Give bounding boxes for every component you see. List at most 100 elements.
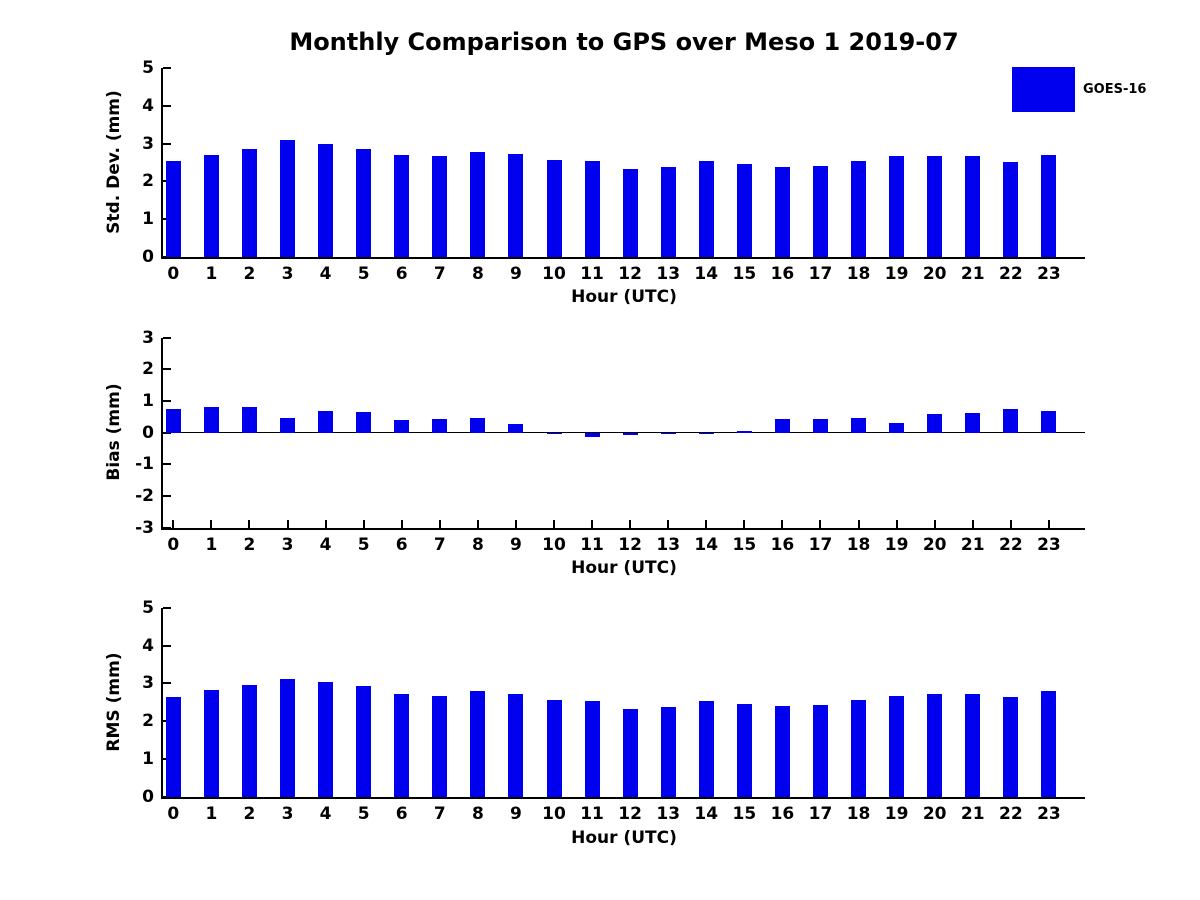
bar-rms-h11 — [584, 701, 600, 797]
bar-bias-h15 — [736, 431, 752, 433]
y-tick-label: 5 — [142, 597, 154, 618]
bar-bias-h10 — [546, 432, 562, 434]
y-tick-label: 1 — [142, 749, 154, 770]
x-tick-label: 2 — [243, 534, 256, 555]
bar-rms-h13 — [660, 707, 676, 797]
x-tick-mark — [591, 519, 594, 528]
x-tick-label: 7 — [433, 534, 446, 555]
y-tick-mark — [163, 606, 171, 609]
bar-bias-h22 — [1003, 409, 1019, 433]
y-tick-label: 0 — [142, 422, 154, 443]
bar-rms-h4 — [318, 681, 334, 797]
bar-bias-h19 — [889, 422, 905, 433]
y-tick-mark — [163, 256, 171, 258]
bar-bias-h14 — [698, 432, 714, 434]
bar-rms-h9 — [508, 693, 524, 797]
x-tick-label: 18 — [846, 264, 871, 284]
x-tick-label: 0 — [167, 804, 180, 824]
bar-bias-h13 — [660, 432, 676, 434]
bar-std_dev-h19 — [889, 156, 905, 257]
x-tick-mark — [553, 519, 555, 528]
bar-bias-h8 — [470, 417, 486, 433]
bar-std_dev-h9 — [508, 153, 524, 257]
y-tick-label: -1 — [135, 454, 154, 475]
y-axis-line — [161, 337, 163, 530]
bar-rms-h15 — [736, 703, 752, 797]
x-tick-mark — [933, 519, 936, 528]
x-tick-label: 15 — [732, 804, 757, 824]
x-tick-label: 18 — [846, 804, 871, 824]
x-tick-label: 0 — [167, 534, 180, 555]
x-tick-label: 18 — [846, 534, 871, 555]
x-tick-mark — [781, 519, 784, 528]
bar-std_dev-h18 — [851, 161, 867, 257]
bar-std_dev-h0 — [165, 160, 181, 257]
bar-std_dev-h13 — [660, 167, 676, 257]
x-tick-label: 4 — [319, 804, 332, 824]
bar-rms-h14 — [698, 700, 714, 797]
y-tick-mark — [163, 336, 171, 339]
x-axis-label-rms: Hour (UTC) — [571, 828, 677, 848]
x-tick-label: 20 — [922, 804, 947, 824]
x-tick-label: 12 — [618, 804, 642, 824]
x-tick-mark — [743, 519, 746, 528]
x-tick-label: 14 — [694, 534, 719, 555]
bar-std_dev-h8 — [470, 151, 486, 257]
y-tick-label: 0 — [142, 247, 154, 267]
y-tick-mark — [163, 463, 171, 466]
y-axis-line — [161, 68, 163, 259]
bar-std_dev-h2 — [241, 148, 257, 257]
y-tick-label: 2 — [142, 359, 154, 380]
x-tick-label: 16 — [770, 534, 795, 555]
x-tick-label: 15 — [732, 264, 757, 284]
x-tick-mark — [400, 519, 403, 528]
x-tick-label: 14 — [694, 804, 719, 824]
x-tick-label: 22 — [998, 804, 1023, 824]
bar-std_dev-h16 — [774, 167, 790, 257]
x-tick-label: 12 — [618, 264, 642, 284]
x-tick-label: 16 — [770, 264, 795, 284]
x-tick-label: 9 — [510, 264, 522, 284]
y-tick-mark — [163, 104, 171, 107]
x-tick-mark — [210, 519, 213, 528]
x-axis-line — [161, 797, 1085, 799]
y-tick-label: 1 — [142, 209, 154, 230]
bar-bias-h3 — [280, 417, 295, 433]
x-tick-label: 12 — [618, 534, 642, 555]
y-tick-mark — [163, 644, 171, 647]
y-tick-mark — [163, 142, 171, 145]
bar-std_dev-h6 — [394, 154, 410, 257]
x-tick-label: 21 — [960, 264, 985, 284]
x-tick-mark — [248, 519, 251, 528]
x-tick-mark — [476, 519, 479, 528]
bar-std_dev-h3 — [280, 139, 295, 257]
x-tick-mark — [629, 519, 632, 528]
y-tick-label: 4 — [142, 95, 154, 116]
x-tick-mark — [1047, 519, 1050, 528]
bar-bias-h5 — [356, 411, 372, 433]
bar-bias-h9 — [508, 424, 524, 433]
bar-std_dev-h5 — [356, 148, 372, 257]
x-tick-label: 7 — [433, 804, 446, 824]
bar-bias-h17 — [812, 419, 828, 433]
bar-bias-h23 — [1041, 410, 1057, 433]
x-tick-label: 6 — [395, 804, 408, 824]
y-tick-label: 0 — [142, 787, 154, 807]
x-tick-mark — [857, 519, 860, 528]
x-tick-label: 8 — [471, 534, 484, 555]
x-tick-label: 17 — [808, 534, 833, 555]
y-tick-label: 1 — [142, 391, 154, 412]
y-tick-label: 3 — [142, 327, 154, 348]
y-tick-mark — [163, 682, 171, 685]
bar-std_dev-h17 — [812, 166, 828, 257]
y-tick-label: 5 — [142, 58, 154, 78]
bar-rms-h1 — [203, 690, 219, 797]
x-tick-mark — [362, 519, 365, 528]
x-tick-mark — [172, 519, 175, 528]
bar-rms-h20 — [927, 694, 943, 797]
bar-std_dev-h10 — [546, 159, 562, 257]
bar-rms-h16 — [774, 706, 790, 797]
x-axis-line — [161, 527, 1085, 530]
bar-rms-h5 — [356, 686, 372, 797]
